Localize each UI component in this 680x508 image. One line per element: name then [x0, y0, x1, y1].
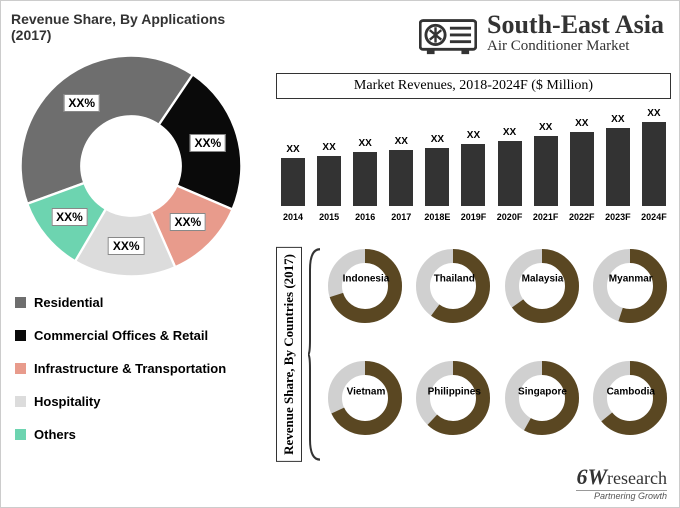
bar-rect: [534, 136, 558, 206]
legend-item: Others: [15, 427, 256, 442]
bar-column: XX 2015: [314, 142, 344, 222]
bar-column: XX 2014: [278, 144, 308, 222]
bar-rect: [461, 144, 485, 206]
bar-category-label: 2014: [283, 212, 303, 222]
countries-title: Revenue Share, By Countries (2017): [276, 247, 302, 462]
bar-rect: [570, 132, 594, 206]
country-donut: Vietnam: [326, 359, 406, 444]
bar-category-label: 2018E: [424, 212, 450, 222]
country-donut: Cambodia: [591, 359, 671, 444]
bar-category-label: 2024F: [641, 212, 667, 222]
legend-swatch: [15, 297, 26, 308]
bar-value-label: XX: [575, 118, 588, 129]
bar-value-label: XX: [467, 130, 480, 141]
bar-chart-section: Market Revenues, 2018-2024F ($ Million) …: [276, 73, 671, 222]
bar-chart-title: Market Revenues, 2018-2024F ($ Million): [276, 73, 671, 99]
bar-value-label: XX: [611, 114, 624, 125]
donut-slice-label: XX%: [169, 213, 206, 231]
country-label: Myanmar: [609, 274, 653, 285]
bar-category-label: 2015: [319, 212, 339, 222]
bar-column: XX 2023F: [603, 114, 633, 222]
country-donut: Thailand: [414, 247, 494, 332]
bar-column: XX 2022F: [567, 118, 597, 222]
country-label: Cambodia: [607, 386, 655, 397]
legend-label: Others: [34, 427, 76, 442]
bar-column: XX 2019F: [458, 130, 488, 222]
logo-tagline: Partnering Growth: [576, 490, 667, 501]
sub-title: Air Conditioner Market: [487, 38, 664, 55]
legend-swatch: [15, 363, 26, 374]
donut-legend: Residential Commercial Offices & Retail In…: [15, 295, 256, 442]
country-donut: Malaysia: [503, 247, 583, 332]
legend-label: Hospitality: [34, 394, 100, 409]
donut-slice-label: XX%: [189, 134, 226, 152]
bar-rect: [606, 128, 630, 206]
bar-rect: [281, 158, 305, 206]
main-donut-chart: XX% XX% XX% XX% XX%: [16, 51, 246, 281]
bar-column: XX 2018E: [422, 134, 452, 222]
legend-item: Hospitality: [15, 394, 256, 409]
bar-value-label: XX: [322, 142, 335, 153]
country-donut: Singapore: [503, 359, 583, 444]
bar-column: XX 2024F: [639, 108, 669, 222]
bar-rect: [642, 122, 666, 206]
bar-rect: [353, 152, 377, 206]
country-label: Thailand: [434, 274, 475, 285]
bar-chart: XX2014XX2015XX2016XX2017XX2018EXX2019FXX…: [276, 107, 671, 222]
left-panel: Revenue Share, By Applications (2017) XX…: [11, 11, 256, 460]
legend-item: Infrastructure & Transportation: [15, 361, 256, 376]
bar-category-label: 2023F: [605, 212, 631, 222]
legend-swatch: [15, 429, 26, 440]
country-label: Vietnam: [347, 386, 386, 397]
bar-category-label: 2020F: [497, 212, 523, 222]
bar-value-label: XX: [395, 136, 408, 147]
country-donut: Indonesia: [326, 247, 406, 332]
country-label: Indonesia: [343, 274, 390, 285]
donut-title: Revenue Share, By Applications (2017): [11, 11, 256, 43]
bar-value-label: XX: [359, 138, 372, 149]
bar-value-label: XX: [431, 134, 444, 145]
bar-value-label: XX: [503, 127, 516, 138]
logo-num: 6W: [576, 464, 607, 489]
bar-column: XX 2016: [350, 138, 380, 222]
header: South-East Asia Air Conditioner Market: [419, 9, 664, 57]
bar-column: XX 2021F: [531, 122, 561, 222]
bar-category-label: 2021F: [533, 212, 559, 222]
bar-rect: [498, 141, 522, 206]
bar-value-label: XX: [286, 144, 299, 155]
bar-value-label: XX: [647, 108, 660, 119]
legend-label: Commercial Offices & Retail: [34, 328, 208, 343]
bar-column: XX 2020F: [495, 127, 525, 222]
legend-swatch: [15, 330, 26, 341]
bar-category-label: 2016: [355, 212, 375, 222]
country-donut-grid: Indonesia Thailand Malaysia Myanmar Viet…: [320, 247, 671, 462]
legend-item: Commercial Offices & Retail: [15, 328, 256, 343]
country-donut: Myanmar: [591, 247, 671, 332]
bar-rect: [425, 148, 449, 206]
bar-rect: [389, 150, 413, 206]
legend-label: Infrastructure & Transportation: [34, 361, 226, 376]
country-label: Philippines: [428, 386, 481, 397]
footer-logo: 6Wresearch Partnering Growth: [576, 464, 667, 501]
donut-slice-label: XX%: [51, 208, 88, 226]
country-label: Malaysia: [522, 274, 564, 285]
bar-column: XX 2017: [386, 136, 416, 222]
grouping-bracket: [308, 247, 320, 462]
legend-label: Residential: [34, 295, 103, 310]
donut-slice-label: XX%: [63, 94, 100, 112]
ac-unit-icon: [419, 9, 477, 57]
legend-item: Residential: [15, 295, 256, 310]
legend-swatch: [15, 396, 26, 407]
bar-category-label: 2019F: [461, 212, 487, 222]
bar-value-label: XX: [539, 122, 552, 133]
bar-rect: [317, 156, 341, 206]
logo-text: research: [607, 468, 667, 488]
donut-slice-label: XX%: [108, 237, 145, 255]
bar-category-label: 2022F: [569, 212, 595, 222]
country-donut: Philippines: [414, 359, 494, 444]
main-title: South-East Asia: [487, 12, 664, 38]
countries-section: Revenue Share, By Countries (2017) Indon…: [276, 247, 671, 462]
country-label: Singapore: [518, 386, 567, 397]
bar-category-label: 2017: [391, 212, 411, 222]
